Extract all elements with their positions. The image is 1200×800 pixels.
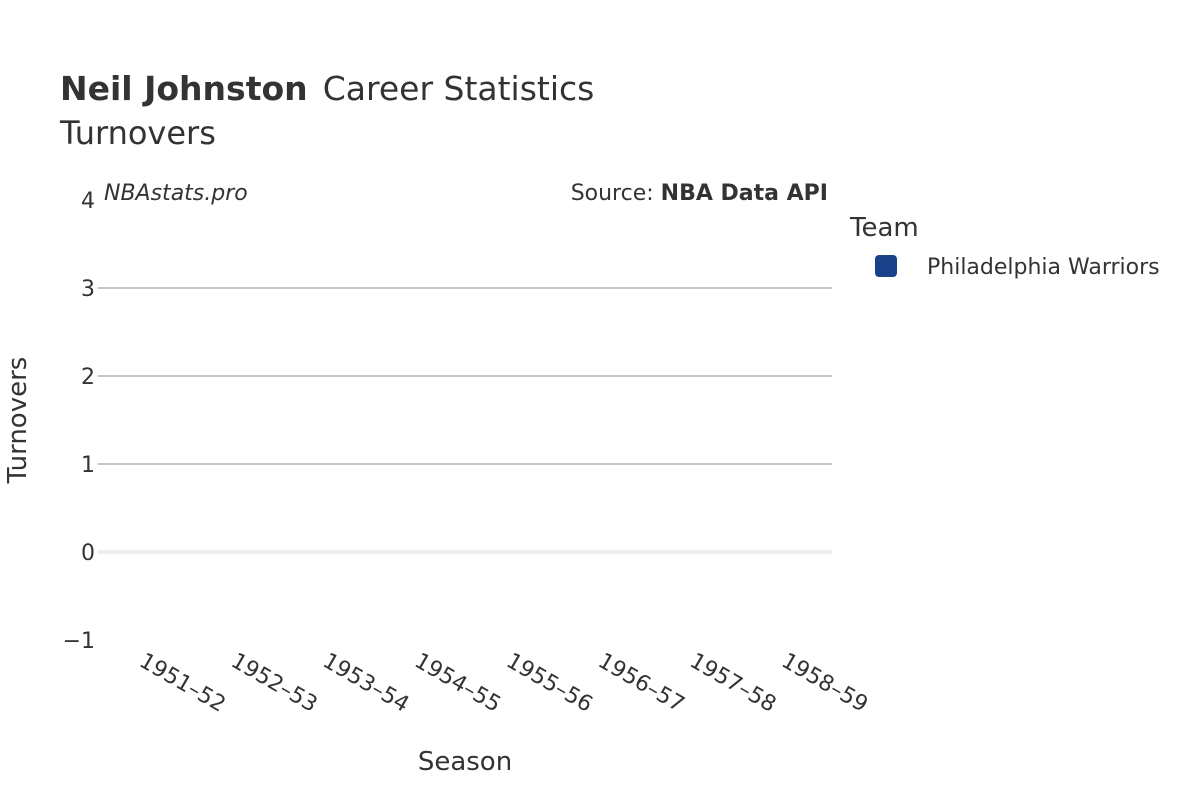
legend-title: Team xyxy=(849,213,919,243)
y-tick-label: −1 xyxy=(63,629,95,654)
x-tick-label: 1954–55 xyxy=(410,649,505,718)
chart-subtitle: Turnovers xyxy=(59,114,216,152)
y-axis-label: Turnovers xyxy=(3,357,33,485)
x-axis-ticks: 1951–521952–531953–541954–551955–561956–… xyxy=(135,649,872,718)
y-tick-label: 4 xyxy=(81,189,95,214)
y-tick-label: 1 xyxy=(81,453,95,478)
x-axis-label: Season xyxy=(418,747,512,777)
x-tick-label: 1957–58 xyxy=(685,649,780,718)
source-prefix: Source: xyxy=(571,181,661,206)
source-label: Source: NBA Data API xyxy=(571,181,828,206)
y-axis-ticks: −1 0 1 2 3 4 xyxy=(63,189,95,654)
legend-item-label: Philadelphia Warriors xyxy=(927,255,1160,280)
y-tick-label: 2 xyxy=(81,365,95,390)
x-tick-label: 1958–59 xyxy=(777,649,872,718)
y-tick-label: 0 xyxy=(81,541,95,566)
x-tick-label: 1955–56 xyxy=(502,649,597,718)
x-tick-label: 1951–52 xyxy=(135,649,230,718)
legend: Philadelphia Warriors xyxy=(875,255,1160,280)
gridlines xyxy=(98,287,832,554)
source-name: NBA Data API xyxy=(661,181,828,206)
x-tick-label: 1952–53 xyxy=(227,649,322,718)
x-tick-label: 1956–57 xyxy=(594,649,689,718)
chart-title-rest: Career Statistics xyxy=(323,69,595,108)
legend-swatch xyxy=(875,255,897,277)
x-tick-label: 1953–54 xyxy=(318,649,413,718)
y-tick-label: 3 xyxy=(81,277,95,302)
chart-title: Neil Johnston Career Statistics xyxy=(60,69,594,108)
chart-title-player: Neil Johnston xyxy=(60,69,308,108)
watermark: NBAstats.pro xyxy=(104,181,248,206)
